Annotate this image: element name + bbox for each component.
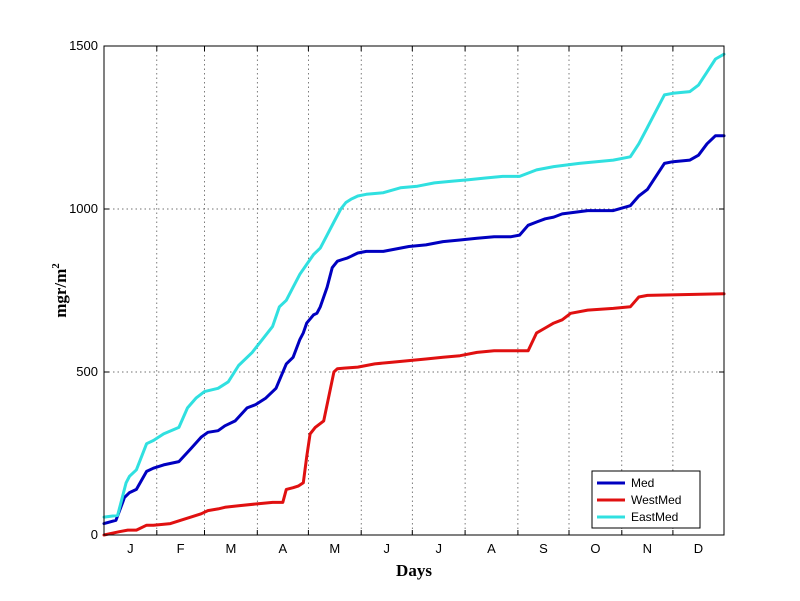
series-line-med xyxy=(102,134,726,526)
x-tick-label: D xyxy=(694,541,703,556)
x-tick-label: A xyxy=(279,541,288,556)
x-tick-label: J xyxy=(127,541,134,556)
legend-label: Med xyxy=(631,476,654,490)
x-tick-label: A xyxy=(487,541,496,556)
y-axis-title: mgr/m2 xyxy=(50,263,70,318)
x-tick-label: J xyxy=(383,541,390,556)
axes: 0 500 1000 1500 J F M A M J J A S O N D xyxy=(69,38,724,556)
legend-label: WestMed xyxy=(631,493,681,507)
plot-frame xyxy=(103,45,725,536)
y-tick-label: 500 xyxy=(76,364,98,379)
legend: Med WestMed EastMed xyxy=(591,470,701,529)
y-tick-label: 1500 xyxy=(69,38,98,53)
series-line-eastmed xyxy=(102,52,726,519)
x-tick-label: O xyxy=(590,541,600,556)
y-axis-title-superscript: 2 xyxy=(50,263,62,269)
x-tick-label: M xyxy=(225,541,236,556)
x-tick-label: M xyxy=(329,541,340,556)
y-tick-label: 1000 xyxy=(69,201,98,216)
x-tick-label: S xyxy=(539,541,548,556)
y-axis-title-main: mgr/m xyxy=(51,269,70,318)
x-tick-label: F xyxy=(177,541,185,556)
grid xyxy=(104,46,724,535)
series-line-westmed xyxy=(102,292,726,537)
x-tick-label: J xyxy=(435,541,442,556)
x-tick-label: N xyxy=(643,541,652,556)
x-axis-title: Days xyxy=(396,561,432,580)
series-layer xyxy=(102,52,726,537)
y-tick-label: 0 xyxy=(91,527,98,542)
legend-label: EastMed xyxy=(631,510,678,524)
